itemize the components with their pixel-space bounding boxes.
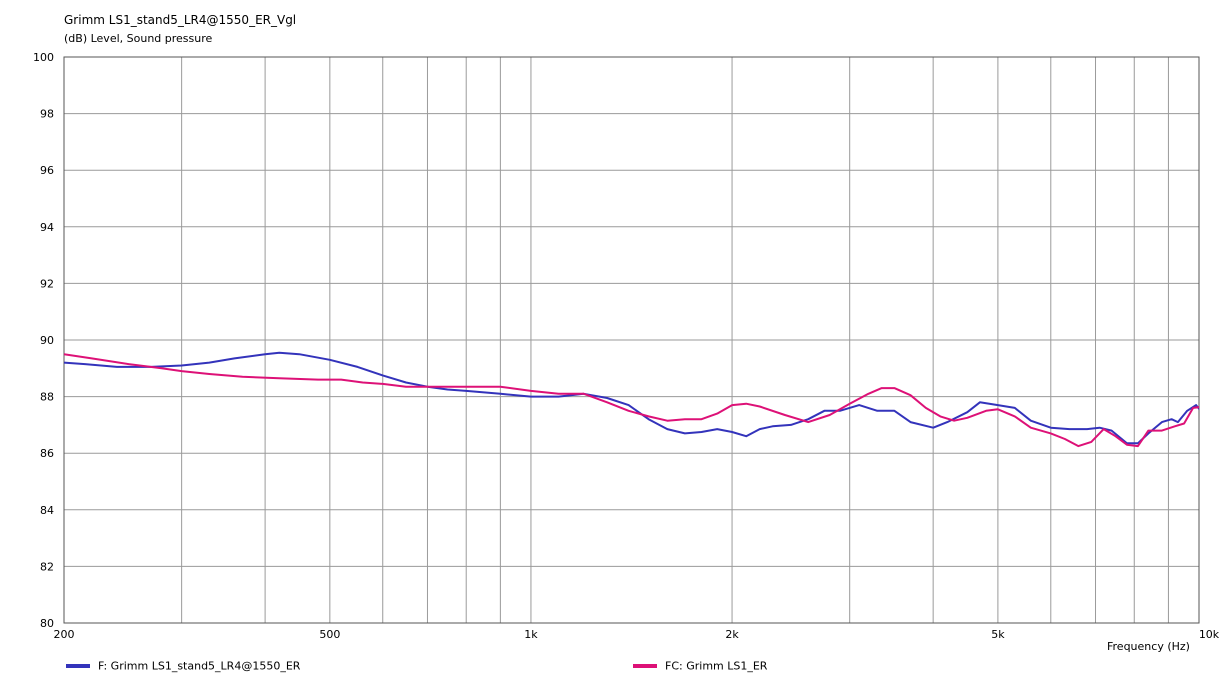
y-tick-label: 98 <box>40 108 54 121</box>
x-tick-label: 10k <box>1199 628 1220 641</box>
x-tick-label: 200 <box>54 628 75 641</box>
legend-label-series-2: FC: Grimm LS1_ER <box>665 660 767 673</box>
y-tick-label: 96 <box>40 164 54 177</box>
y-tick-label: 84 <box>40 504 54 517</box>
y-tick-label: 90 <box>40 334 54 347</box>
series-line-1 <box>64 353 1222 444</box>
legend-item-series-2: FC: Grimm LS1_ER <box>633 659 767 673</box>
y-tick-label: 80 <box>40 617 54 630</box>
y-tick-label: 100 <box>33 51 54 64</box>
x-tick-label: 5k <box>991 628 1005 641</box>
legend-item-series-1: F: Grimm LS1_stand5_LR4@1550_ER <box>66 659 300 673</box>
y-tick-label: 88 <box>40 391 54 404</box>
legend-label-series-1: F: Grimm LS1_stand5_LR4@1550_ER <box>98 660 300 673</box>
y-tick-label: 82 <box>40 560 54 573</box>
y-tick-label: 86 <box>40 447 54 460</box>
series-line-2 <box>64 354 1222 446</box>
x-tick-label: 2k <box>725 628 739 641</box>
y-tick-label: 92 <box>40 277 54 290</box>
legend-swatch-series-1 <box>66 664 90 668</box>
legend-swatch-series-2 <box>633 664 657 668</box>
x-tick-label: 500 <box>319 628 340 641</box>
x-axis-label: Frequency (Hz) <box>1107 640 1190 653</box>
x-tick-label: 1k <box>524 628 538 641</box>
y-tick-label: 94 <box>40 221 54 234</box>
